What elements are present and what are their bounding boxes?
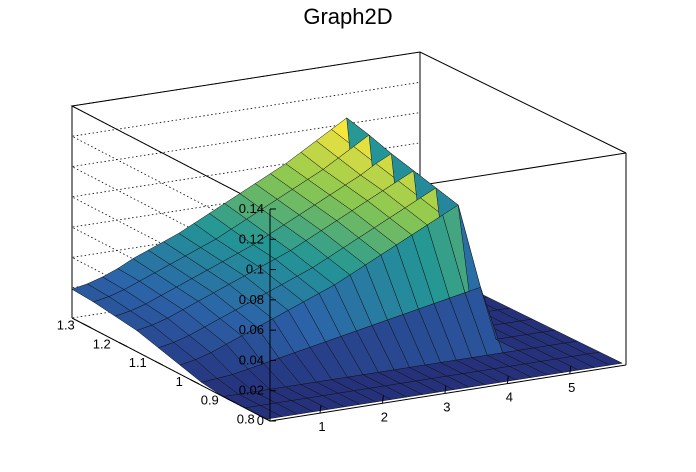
x-tick-label-3: 4: [506, 390, 513, 405]
y-tick-label-0: 0.8: [237, 411, 255, 426]
x-tick-1: [381, 395, 384, 404]
y-tick-5: [82, 323, 92, 329]
y-tick-1: [226, 398, 236, 403]
z-tick-label-6: 0.12: [239, 231, 264, 246]
y-tick-label-5: 1.3: [57, 318, 75, 333]
x-tick-label-4: 5: [568, 380, 575, 395]
y-tick-4: [118, 341, 128, 347]
y-tick-label-1: 0.9: [201, 393, 219, 408]
y-tick-label-3: 1.1: [129, 355, 147, 370]
x-tick-0: [319, 405, 322, 414]
y-tick-2: [190, 379, 200, 385]
z-tick-label-2: 0.04: [239, 352, 264, 367]
x-tick-3: [506, 375, 509, 384]
y-tick-label-4: 1.2: [93, 336, 111, 351]
y-tick-3: [154, 360, 164, 366]
z-tick-label-3: 0.06: [239, 322, 264, 337]
z-tick-label-4: 0.08: [239, 292, 264, 307]
x-tick-label-1: 2: [381, 409, 388, 424]
z-tick-label-7: 0.14: [239, 201, 264, 216]
z-tick-label-1: 0.02: [239, 383, 264, 398]
x-tick-4: [569, 365, 572, 374]
surface-cell: [586, 351, 624, 366]
x-tick-2: [444, 385, 447, 394]
z-tick-label-0: 0: [257, 413, 264, 428]
y-tick-0: [262, 416, 272, 422]
z-tick-label-5: 0.1: [246, 262, 264, 277]
box-top-back-edge: [70, 51, 627, 210]
chart-title: Graph2D: [303, 4, 393, 29]
x-tick-label-0: 1: [318, 419, 325, 434]
y-tick-label-2: 1: [176, 374, 183, 389]
x-tick-label-2: 3: [443, 399, 450, 414]
x-axis-line: [269, 364, 627, 422]
y-axis-line: [71, 317, 271, 422]
